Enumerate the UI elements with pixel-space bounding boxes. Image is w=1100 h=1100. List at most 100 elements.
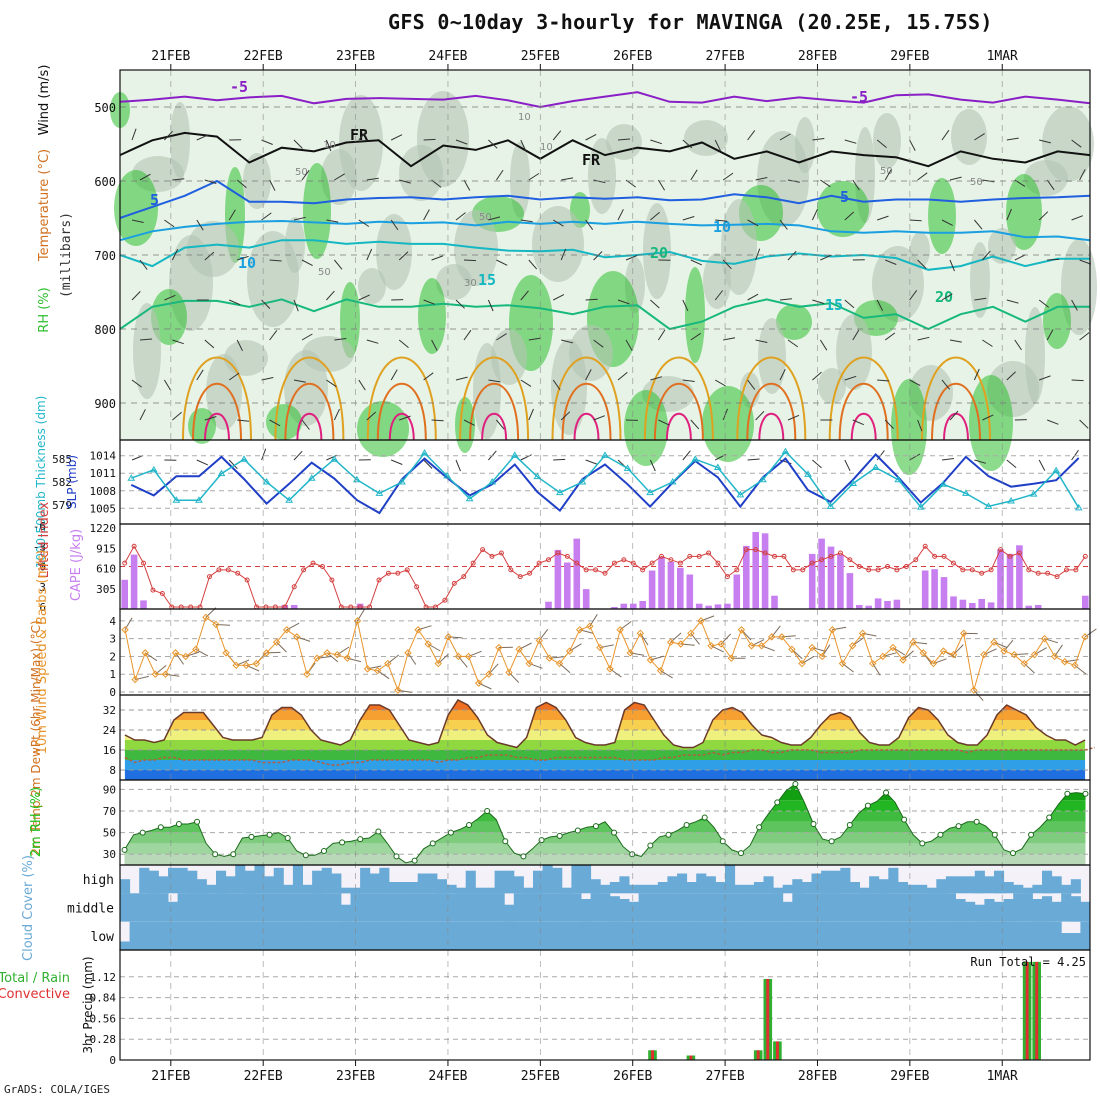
cloud-bar: [148, 870, 159, 894]
wind-barb: [487, 299, 494, 312]
cloud-bar: [1013, 893, 1024, 922]
x-tick-label-bottom: 27FEB: [706, 1069, 745, 1084]
rh-point: [792, 781, 799, 787]
cloud-bar: [139, 893, 150, 922]
wind-barb: [650, 211, 660, 221]
rh-blob: [758, 318, 786, 394]
wind-barb: [974, 297, 987, 301]
wind-barb: [1047, 258, 1060, 261]
cloud-bar: [321, 893, 332, 922]
cloud-bar: [811, 921, 822, 950]
lifted-point: [319, 564, 325, 569]
rh-blob: [133, 303, 161, 399]
rh-contour-label: 50: [318, 267, 331, 278]
wind-barb: [658, 419, 670, 426]
isotherm-warm: [366, 356, 437, 441]
wind-barb: [1006, 299, 1019, 304]
wind-speed-point: [424, 640, 432, 648]
wind-barb: [293, 379, 306, 383]
cloud-bar: [533, 921, 544, 950]
cloud-bar: [648, 921, 659, 950]
cloud-bar: [581, 899, 592, 922]
cloud-bar: [917, 921, 928, 950]
cloud-bar: [120, 879, 131, 894]
wind-barb: [877, 379, 890, 382]
wind-speed-point: [131, 675, 139, 684]
cloud-bar: [715, 893, 726, 922]
cloud-bar: [206, 921, 217, 950]
wind-barb: [163, 379, 172, 391]
wind-barb: [682, 299, 689, 312]
wind-barb: [293, 216, 306, 221]
isotherm-warm: [921, 356, 991, 441]
cloud-bar: [312, 921, 323, 950]
slp-tick-label: 1011: [90, 467, 117, 480]
wind-barb: [593, 415, 605, 421]
lifted-point: [480, 547, 486, 553]
cloud-bar: [782, 884, 793, 894]
thickness-point: [307, 474, 316, 481]
temp-line: [124, 699, 1086, 749]
cloud-bar: [984, 899, 995, 922]
lifted-point: [159, 591, 165, 596]
wind-barb: [1071, 139, 1082, 148]
cloud-bar: [417, 893, 428, 922]
thickness-point: [623, 464, 632, 471]
rh-band: [124, 854, 1086, 865]
cloud-bar: [955, 876, 966, 894]
wind-barb: [496, 333, 507, 341]
wind-speed-point: [737, 626, 746, 634]
slp-tick-label: 1005: [90, 502, 117, 515]
lifted-point: [329, 577, 335, 583]
cloud-bar: [456, 893, 467, 922]
cloud-bar: [168, 921, 179, 950]
wind-speed-point: [252, 659, 261, 668]
wind-barb: [431, 419, 444, 422]
thickness-point: [894, 475, 903, 483]
wind-speed-point: [464, 652, 473, 661]
rh-blob: [436, 264, 472, 300]
lifted-point: [404, 567, 410, 573]
cloud-bar: [859, 893, 870, 922]
cape-tick-label: 305: [96, 583, 116, 596]
rh-blob: [473, 343, 501, 439]
cloud-bar: [129, 893, 140, 922]
rh-point: [1064, 790, 1071, 797]
thickness-point: [916, 503, 925, 510]
cloud-bar: [782, 921, 793, 950]
rh-point: [302, 852, 309, 859]
cloud-bar: [552, 921, 563, 950]
wind-barb: [747, 458, 760, 461]
wind-tick-label: 2: [109, 650, 116, 663]
cloud-bar: [177, 867, 188, 894]
rh-blob: [1006, 174, 1042, 250]
wind-speed-point: [373, 666, 382, 675]
wind-speed-point: [212, 620, 220, 629]
temp-band: [124, 710, 1086, 720]
wind-barb: [657, 329, 666, 341]
axis-label: CAPE (J/kg): [69, 529, 84, 601]
wind-barb: [1006, 137, 1019, 141]
cloud-bar: [1022, 893, 1033, 922]
cloud-bar: [388, 921, 399, 950]
cloud-bar: [849, 921, 860, 950]
wind-speed-point: [919, 649, 927, 657]
lifted-point: [508, 567, 514, 573]
wind-barb: [1071, 449, 1079, 461]
wind-barb: [334, 259, 343, 270]
cloud-bar: [340, 887, 351, 894]
thickness-point: [1007, 497, 1015, 504]
temp-tick-label: 32: [103, 704, 116, 717]
wind-barb: [164, 294, 176, 301]
wind-barb: [690, 259, 703, 266]
cape-bar: [743, 545, 750, 609]
axis-label: Wind (m/s): [37, 65, 52, 136]
wind-speed-point: [869, 659, 877, 668]
cloud-bar: [158, 876, 169, 894]
isotherm-warm: [481, 412, 508, 441]
lifted-point: [913, 557, 919, 563]
wind-barb: [553, 458, 566, 461]
cloud-bar: [667, 893, 678, 922]
rh-point: [1046, 814, 1053, 821]
thickness-point: [849, 479, 858, 487]
